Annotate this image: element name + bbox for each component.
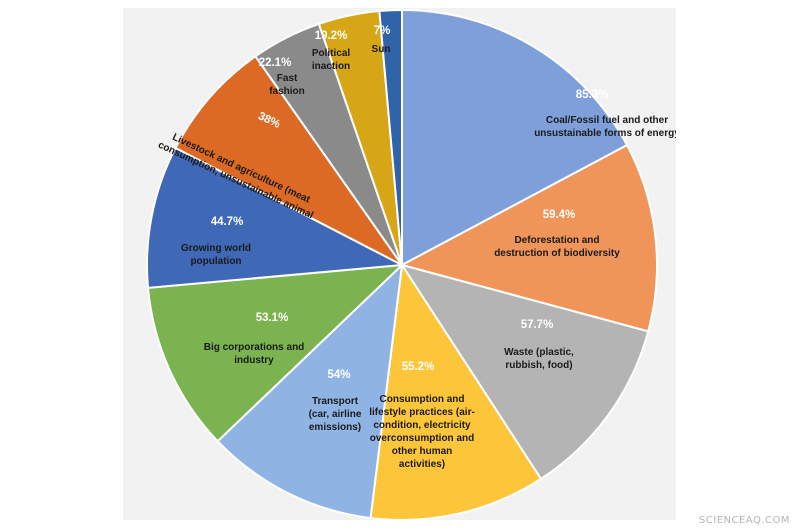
slice-value-label: 53.1% [256, 312, 289, 324]
slice-category-label: Political inaction [312, 48, 351, 72]
slice-category-label: Growing world population [181, 243, 251, 267]
slice-value-label: 57.7% [521, 319, 554, 331]
watermark: SCIENCEAQ.COM [698, 515, 790, 526]
slice-labels-10: 19.2% Political inaction [312, 30, 351, 72]
pie-slice-4 [369, 262, 543, 520]
slice-value-label: 55.2% [402, 361, 435, 373]
slice-value-label: 22.1% [259, 57, 292, 69]
slice-category-label: Coal/Fossil fuel and other unsustainable … [534, 115, 676, 139]
slice-value-label: 44.7% [211, 216, 244, 228]
slice-labels-11: 7% Sun [372, 25, 391, 55]
slice-category-label: Sun [372, 44, 391, 55]
slice-value-label: 54% [327, 369, 350, 381]
slice-labels-4: 55.2% Consumption and lifestyle practices … [369, 361, 475, 470]
pie-chart: 85.3% Coal/Fossil fuel and other unsustain… [146, 8, 676, 520]
slice-category-label: Waste (plastic, rubbish, food) [504, 347, 574, 371]
pie-slice-5 [216, 262, 404, 520]
slice-value-label: 19.2% [315, 30, 348, 42]
slice-labels-6: 53.1% Big corporations and industry [204, 312, 305, 366]
pie-slice-3 [399, 263, 650, 481]
pie-slice-11 [378, 8, 403, 266]
slice-value-label: 85.3% [576, 89, 609, 101]
slice-labels-5: 54% Transport (car, airline emissions) [309, 369, 362, 433]
pie-slice-7 [146, 146, 406, 289]
slice-category-label: Fast fashion [269, 73, 305, 97]
pie-slice-1 [401, 8, 629, 267]
slice-category-label: Consumption and lifestyle practices (air-… [369, 394, 475, 470]
slice-labels-1: 85.3% Coal/Fossil fuel and other unsustain… [534, 89, 676, 139]
slice-labels-9: 22.1% Fast fashion [259, 57, 305, 97]
pie-slice-6 [146, 263, 405, 443]
slice-labels-2: 59.4% Deforestation and destruction of bio… [494, 209, 620, 259]
pie-slice-2 [399, 143, 658, 333]
slice-category-label: Transport (car, airline emissions) [309, 396, 362, 433]
slice-value-label: 59.4% [543, 209, 576, 221]
slice-category-label: Big corporations and industry [204, 342, 305, 366]
slice-labels-3: 57.7% Waste (plastic, rubbish, food) [504, 319, 574, 371]
pie-slice-8 [174, 54, 403, 266]
chart-panel: 85.3% Coal/Fossil fuel and other unsustain… [123, 8, 676, 520]
slice-value-label: 7% [374, 25, 391, 37]
slice-labels-7: 44.7% Growing world population [181, 216, 251, 267]
slice-category-label: Deforestation and destruction of biodiver… [494, 235, 620, 259]
